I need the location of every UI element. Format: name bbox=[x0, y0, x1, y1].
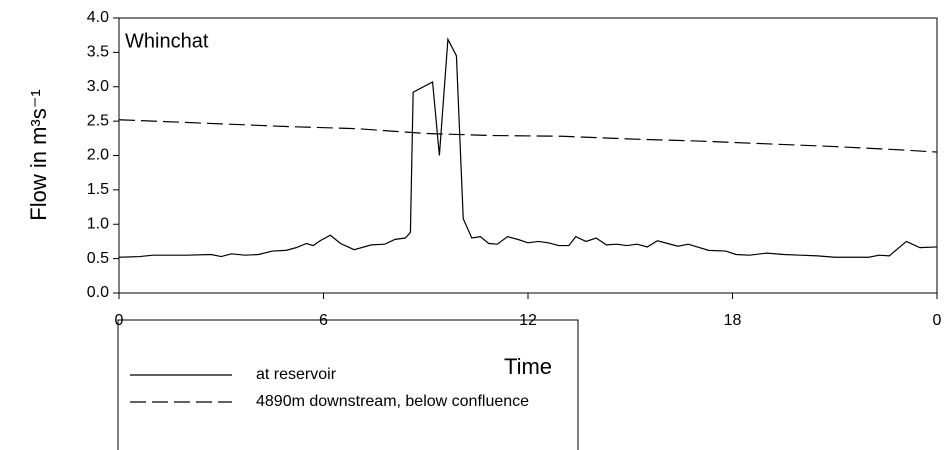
y-tick-label: 3.0 bbox=[87, 78, 109, 95]
plot-frame bbox=[118, 17, 938, 294]
y-tick-label: 0.0 bbox=[87, 284, 109, 301]
y-axis-label: Flow in m³s⁻¹ bbox=[26, 89, 51, 220]
y-tick-label: 2.0 bbox=[87, 147, 109, 164]
legend-box bbox=[117, 319, 579, 450]
y-tick-label: 3.5 bbox=[87, 44, 109, 61]
x-tick-label: 0 bbox=[115, 312, 124, 329]
legend-label: at reservoir bbox=[256, 366, 337, 383]
x-tick-label: 6 bbox=[319, 312, 328, 329]
y-tick-label: 1.0 bbox=[87, 215, 109, 232]
y-tick-label: 2.5 bbox=[87, 112, 109, 129]
annotation: Whinchat bbox=[125, 30, 209, 52]
y-tick-label: 1.5 bbox=[87, 181, 109, 198]
x-axis-label: Time bbox=[504, 354, 552, 379]
y-tick-label: 4.0 bbox=[87, 9, 109, 26]
y-tick-label: 0.5 bbox=[87, 250, 109, 267]
data-line bbox=[118, 119, 938, 153]
x-tick-label: 12 bbox=[519, 312, 537, 329]
legend-label: 4890m downstream, below confluence bbox=[256, 393, 529, 410]
data-line bbox=[118, 37, 938, 258]
x-tick-label: 0 bbox=[933, 312, 942, 329]
x-tick-label: 18 bbox=[724, 312, 742, 329]
